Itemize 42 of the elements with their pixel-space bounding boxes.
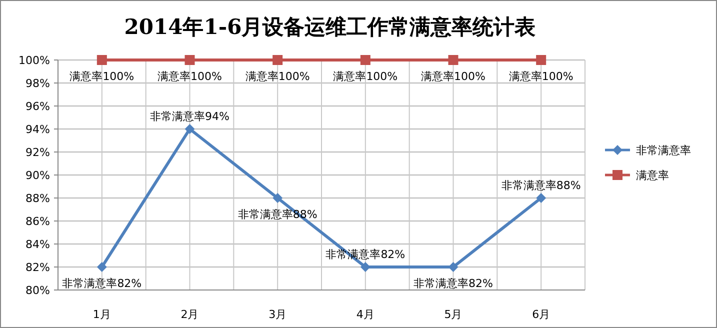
y-tick-label: 88% xyxy=(26,192,50,205)
point xyxy=(272,193,283,203)
y-tick-label: 82% xyxy=(26,261,50,274)
y-tick-label: 80% xyxy=(26,284,50,297)
y-tick-label: 98% xyxy=(26,77,50,90)
point xyxy=(184,124,195,134)
data-label: 满意率100% xyxy=(245,70,310,83)
legend-label: 非常满意率 xyxy=(636,144,691,157)
x-tick-label: 4月 xyxy=(356,308,374,321)
data-label: 满意率100% xyxy=(70,70,134,83)
data-label: 满意率100% xyxy=(421,70,486,83)
data-label: 非常满意率82% xyxy=(414,277,493,290)
x-tick-label: 5月 xyxy=(444,308,462,321)
point xyxy=(448,262,458,272)
point xyxy=(536,55,546,65)
data-label: 非常满意率88% xyxy=(501,179,581,192)
point xyxy=(536,193,546,203)
y-tick-label: 100% xyxy=(18,54,50,67)
y-tick-label: 96% xyxy=(26,100,50,113)
point xyxy=(360,262,370,272)
x-tick-label: 1月 xyxy=(92,308,111,321)
x-tick-label: 2月 xyxy=(180,308,199,321)
data-label: 满意率100% xyxy=(333,70,398,83)
y-tick-label: 84% xyxy=(26,238,50,251)
point xyxy=(360,55,370,65)
data-label: 满意率100% xyxy=(508,70,574,83)
point xyxy=(96,262,107,272)
point xyxy=(184,55,195,65)
data-label: 非常满意率82% xyxy=(62,277,142,290)
chart-title: 2014年1-6月设备运维工作常满意率统计表 xyxy=(124,14,536,39)
point xyxy=(96,55,107,65)
y-tick-label: 94% xyxy=(26,123,50,136)
legend-label: 满意率 xyxy=(636,169,669,182)
point xyxy=(448,55,458,65)
x-tick-label: 3月 xyxy=(268,308,287,321)
y-tick-label: 90% xyxy=(26,169,50,182)
y-tick-label: 86% xyxy=(26,215,50,228)
data-label: 非常满意率94% xyxy=(150,110,230,123)
point xyxy=(272,55,283,65)
y-tick-label: 92% xyxy=(26,146,50,159)
x-tick-label: 6月 xyxy=(532,308,550,321)
data-label: 满意率100% xyxy=(158,70,222,83)
